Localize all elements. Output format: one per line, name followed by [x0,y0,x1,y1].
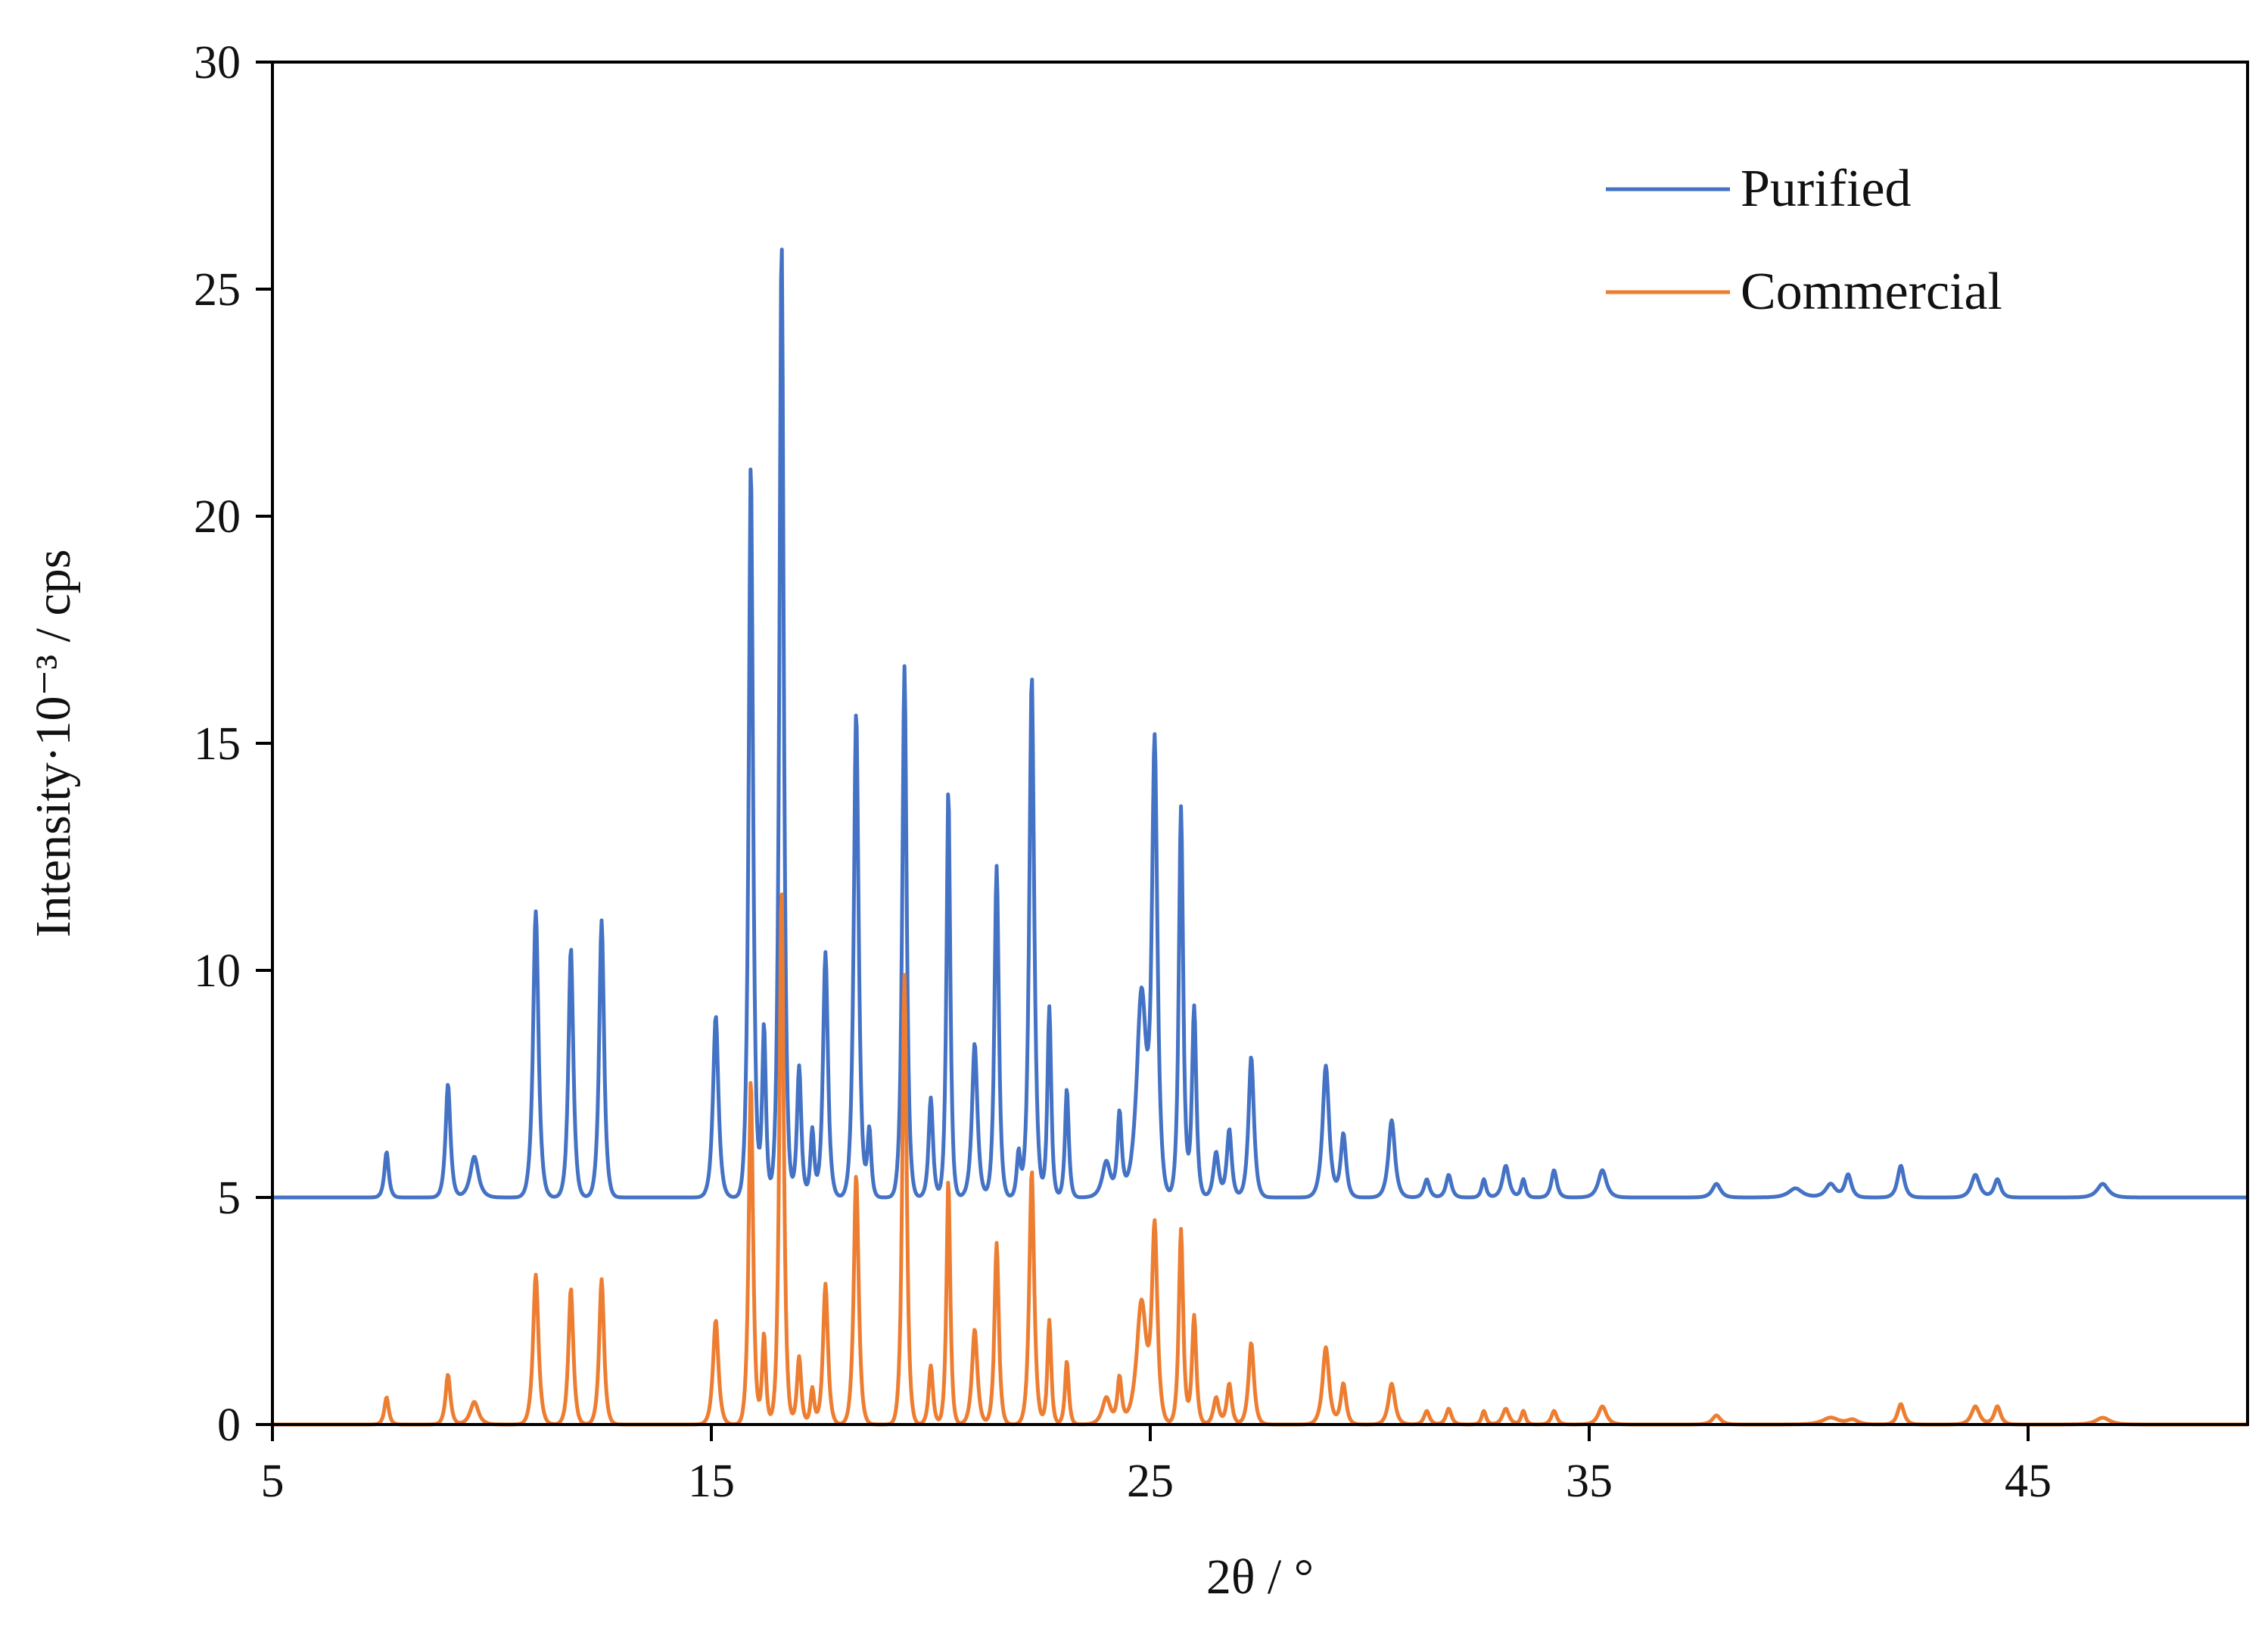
x-tick-label: 35 [1566,1456,1613,1507]
y-axis-title: Intensity·10⁻³ / cps [26,550,81,938]
y-tick-label: 0 [217,1400,241,1451]
y-tick-label: 15 [194,718,241,770]
plot-frame [271,61,2249,1426]
y-tick-label: 5 [217,1172,241,1224]
series-line-purified [271,248,2249,1200]
legend-label-commercial: Commercial [1741,263,2002,321]
x-axis-title: 2θ / ° [1206,1549,1314,1605]
x-tick-label: 45 [2005,1456,2052,1507]
legend: Purified Commercial [1606,160,2002,321]
x-tick-label: 5 [261,1456,285,1507]
y-tick-label: 10 [194,945,241,997]
x-tick-label: 25 [1127,1456,1174,1507]
y-tick-label: 20 [194,491,241,543]
x-tick-label: 15 [688,1456,735,1507]
legend-label-purified: Purified [1741,160,1912,218]
y-tick-label: 30 [194,37,241,89]
y-tick-label: 25 [194,264,241,316]
